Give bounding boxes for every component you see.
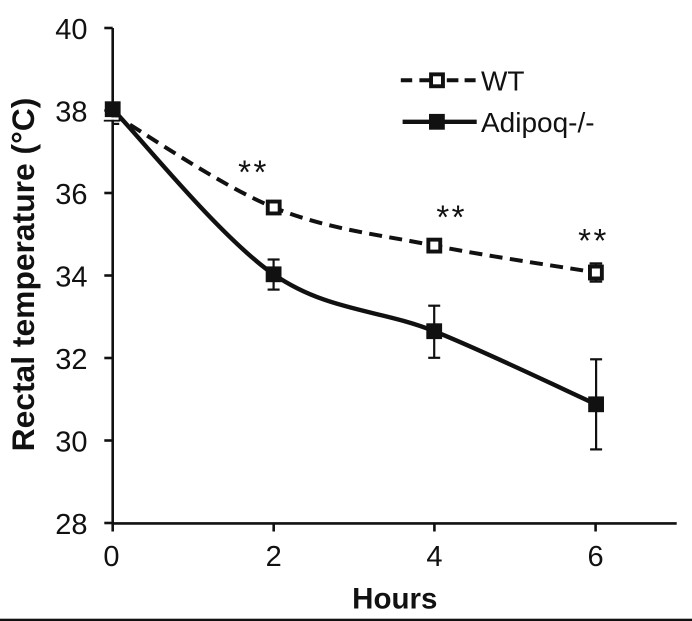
svg-text:**: ** [238, 154, 269, 191]
svg-text:28: 28 [55, 509, 87, 541]
svg-text:Hours: Hours [352, 583, 437, 616]
svg-text:WT: WT [481, 66, 525, 97]
svg-text:6: 6 [588, 541, 604, 573]
svg-text:38: 38 [55, 96, 87, 128]
svg-text:36: 36 [55, 179, 87, 211]
svg-text:**: ** [578, 222, 609, 259]
svg-text:Rectal temperature (°C): Rectal temperature (°C) [5, 98, 41, 452]
svg-text:4: 4 [426, 541, 442, 573]
svg-text:2: 2 [266, 541, 282, 573]
svg-text:Adipoq-/-: Adipoq-/- [481, 107, 595, 138]
svg-text:32: 32 [55, 344, 87, 376]
svg-text:34: 34 [55, 261, 87, 293]
svg-text:30: 30 [55, 426, 87, 458]
svg-text:**: ** [436, 198, 467, 235]
svg-text:40: 40 [55, 14, 87, 46]
svg-text:0: 0 [103, 541, 119, 573]
